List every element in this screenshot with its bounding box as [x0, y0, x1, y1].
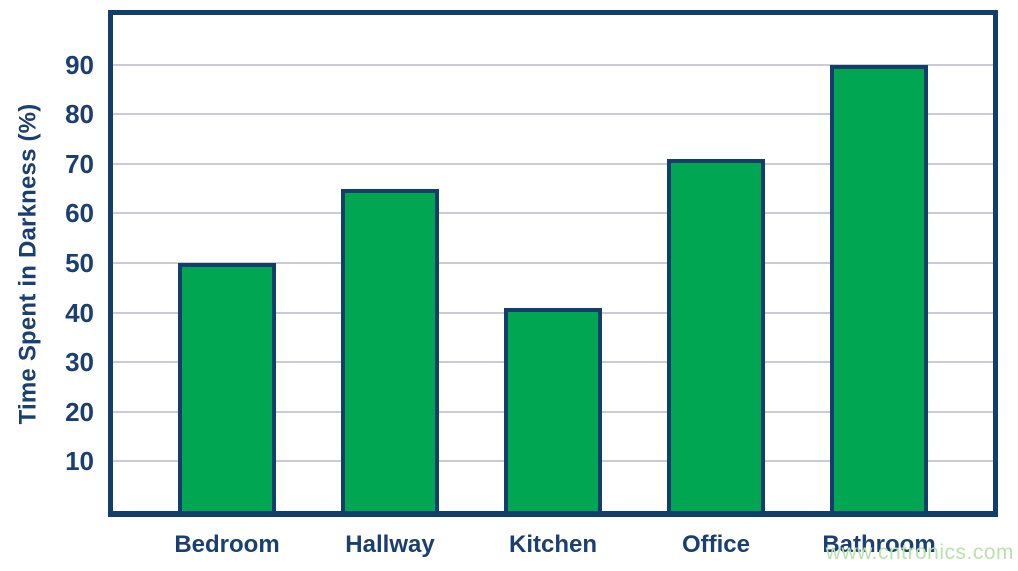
- gridline: [113, 162, 993, 165]
- x-label-bathroom: Bathroom: [822, 531, 936, 558]
- gridline: [113, 113, 993, 116]
- bar-bathroom: [830, 64, 928, 511]
- gridline: [113, 212, 993, 215]
- bar-office: [667, 158, 765, 511]
- y-tick-label: 20: [65, 396, 94, 427]
- y-tick-label: 30: [65, 347, 94, 378]
- y-axis-ticks: 10 20 30 40 50 60 70 80 90: [0, 15, 94, 511]
- y-tick-label: 80: [65, 99, 94, 130]
- y-tick-label: 70: [65, 148, 94, 179]
- watermark: www.cntronics.com: [825, 541, 1014, 564]
- y-tick-label: 60: [65, 198, 94, 229]
- x-label-bedroom: Bedroom: [174, 531, 280, 558]
- bar-bedroom: [178, 263, 276, 511]
- y-tick-label: 10: [65, 446, 94, 477]
- bars: [113, 15, 993, 511]
- x-label-hallway: Hallway: [345, 531, 435, 558]
- gridline: [113, 262, 993, 264]
- bar-kitchen: [504, 307, 602, 511]
- y-tick-label: 50: [65, 248, 94, 278]
- y-tick-label: 40: [65, 297, 94, 328]
- y-tick-label: 90: [65, 49, 94, 80]
- x-axis-labels: Bedroom Hallway Kitchen Office Bathroom: [113, 531, 993, 559]
- x-label-kitchen: Kitchen: [508, 531, 597, 558]
- gridline: [113, 63, 993, 66]
- bar-hallway: [341, 188, 439, 511]
- plot-area: [108, 10, 998, 517]
- x-label-office: Office: [681, 531, 750, 558]
